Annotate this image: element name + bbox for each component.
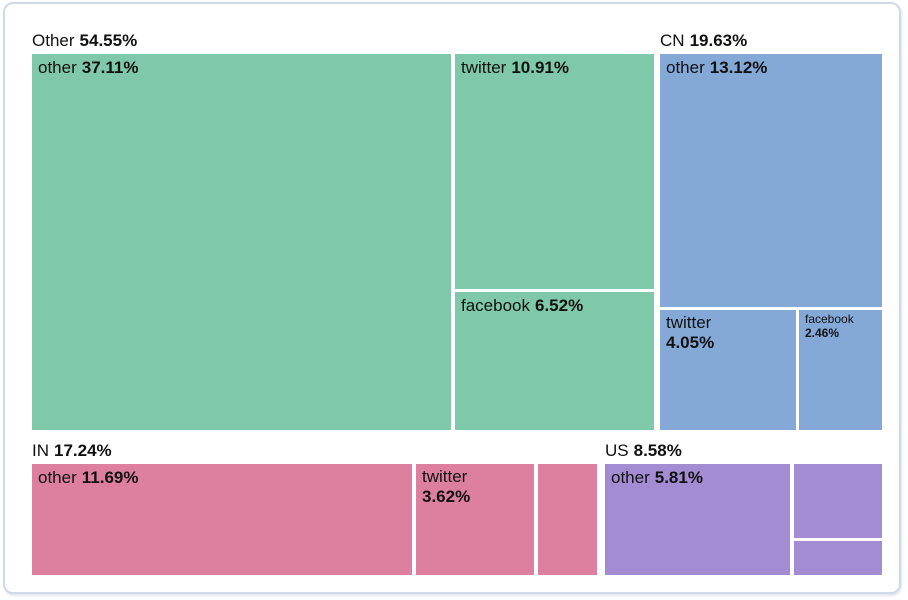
treemap-tile-cn-facebook[interactable]: facebook 2.46% <box>799 310 882 430</box>
tile-label: other <box>38 468 77 487</box>
group-label: IN <box>32 441 49 460</box>
group-label: Other <box>32 31 75 50</box>
treemap-card: Other 54.55% other 37.11% twitter 10.91% fa… <box>3 2 901 594</box>
treemap-tile-other-twitter[interactable]: twitter 10.91% <box>455 54 654 289</box>
tile-label: twitter <box>422 467 468 486</box>
treemap-tile-in-facebook[interactable] <box>538 464 597 575</box>
group-header-other: Other 54.55% <box>32 30 137 52</box>
group-label: US <box>605 441 629 460</box>
group-value: 8.58% <box>633 441 682 460</box>
tile-label: other <box>38 58 77 77</box>
group-value: 19.63% <box>689 31 748 50</box>
treemap-tile-other-facebook[interactable]: facebook 6.52% <box>455 292 654 430</box>
treemap-tile-in-twitter[interactable]: twitter 3.62% <box>416 464 534 575</box>
tile-value: 6.52% <box>535 296 584 315</box>
tile-value: 10.91% <box>511 58 570 77</box>
tile-value: 5.81% <box>654 468 703 487</box>
treemap-tile-us-twitter[interactable] <box>794 464 882 538</box>
treemap-tile-us-other[interactable]: other 5.81% <box>605 464 790 575</box>
group-header-cn: CN 19.63% <box>660 30 747 52</box>
tile-label: other <box>611 468 650 487</box>
treemap-tile-cn-other[interactable]: other 13.12% <box>660 54 882 307</box>
treemap-tile-in-other[interactable]: other 11.69% <box>32 464 412 575</box>
tile-value: 4.05% <box>666 333 715 353</box>
group-label: CN <box>660 31 685 50</box>
tile-label: twitter <box>461 58 507 77</box>
tile-value: 13.12% <box>709 58 768 77</box>
treemap-tile-other-other[interactable]: other 37.11% <box>32 54 451 430</box>
tile-label: twitter <box>666 313 712 332</box>
tile-label: facebook <box>461 296 530 315</box>
group-value: 54.55% <box>79 31 138 50</box>
treemap-chart: Other 54.55% other 37.11% twitter 10.91% fa… <box>32 30 882 576</box>
group-header-us: US 8.58% <box>605 440 682 462</box>
tile-label: other <box>666 58 705 77</box>
treemap-tile-cn-twitter[interactable]: twitter 4.05% <box>660 310 796 430</box>
tile-label: facebook <box>805 312 854 326</box>
group-value: 17.24% <box>54 441 112 460</box>
tile-value: 2.46% <box>805 326 840 341</box>
tile-value: 37.11% <box>81 58 139 77</box>
tile-value: 11.69% <box>81 468 139 487</box>
group-header-in: IN 17.24% <box>32 440 112 462</box>
tile-value: 3.62% <box>422 487 471 507</box>
treemap-tile-us-facebook[interactable] <box>794 541 882 575</box>
